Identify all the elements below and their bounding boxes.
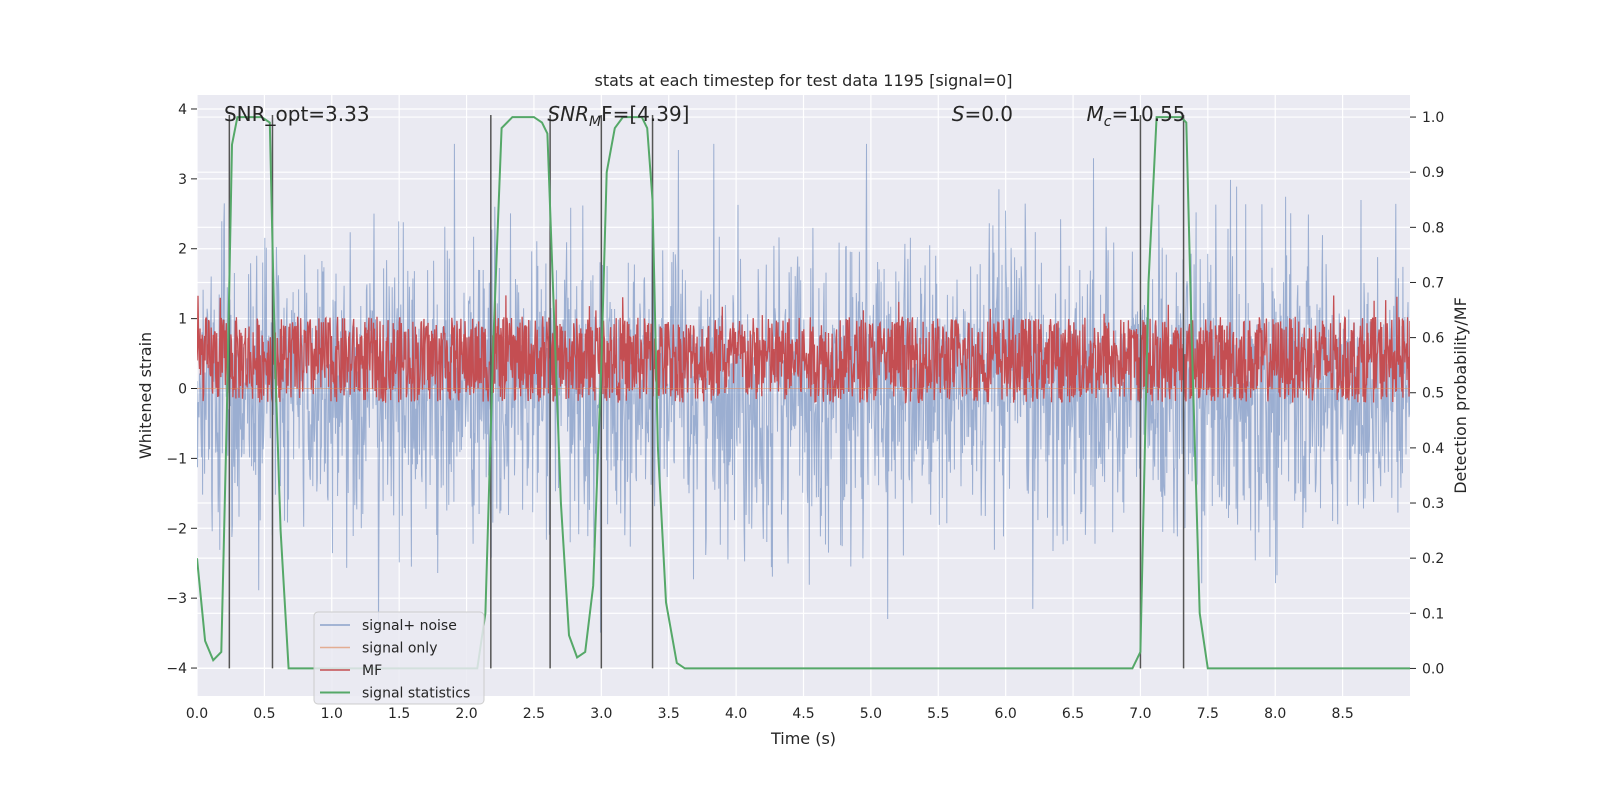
legend-entry: signal statistics bbox=[362, 686, 470, 702]
x-axis-ticks: 0.0 0.5 1.0 1.5 2.0 2.5 3.0 3.5 4.0 4.5 5.0 5.5 6.0 6… bbox=[186, 706, 1354, 722]
x-tick-label: 6.0 bbox=[995, 706, 1017, 722]
x-tick-label: 4.5 bbox=[792, 706, 814, 722]
y-tick-label: −1 bbox=[166, 451, 187, 467]
y-tick-label: 2 bbox=[178, 242, 187, 258]
y-tick-label: −2 bbox=[166, 521, 187, 537]
y-axis-left-ticks: −4 −3 −2 −1 0 1 2 3 4 bbox=[166, 102, 197, 677]
annotation-label: Mc=10.55 bbox=[1087, 102, 1186, 130]
y-right-tick-label: 1.0 bbox=[1422, 110, 1444, 126]
y-tick-label: −3 bbox=[166, 591, 187, 607]
y-tick-label: 4 bbox=[178, 102, 187, 118]
y-right-tick-label: 0.7 bbox=[1422, 275, 1444, 291]
y-right-tick-label: 0.8 bbox=[1422, 220, 1444, 236]
x-tick-label: 2.5 bbox=[523, 706, 545, 722]
annotations: SNR_opt=3.33 SNRMF=[4.39] S=0.0 Mc=10.55 bbox=[224, 102, 1186, 130]
y-axis-right-ticks: 0.0 0.1 0.2 0.3 0.4 0.5 0.6 0.7 0.8 0.9 1.0 bbox=[1410, 110, 1444, 677]
x-tick-label: 3.0 bbox=[590, 706, 612, 722]
annotation-label: SNR_opt=3.33 bbox=[224, 102, 370, 126]
x-tick-label: 0.5 bbox=[253, 706, 275, 722]
y-right-tick-label: 0.1 bbox=[1422, 606, 1444, 622]
x-tick-label: 3.5 bbox=[658, 706, 680, 722]
series-line-signal-statistics bbox=[197, 116, 1410, 670]
series-mf bbox=[197, 295, 1410, 404]
y-right-tick-label: 0.3 bbox=[1422, 496, 1444, 512]
chart-title: stats at each timestep for test data 119… bbox=[594, 71, 1012, 90]
x-tick-label: 1.5 bbox=[388, 706, 410, 722]
x-tick-label: 7.0 bbox=[1129, 706, 1151, 722]
x-axis-label: Time (s) bbox=[770, 729, 836, 748]
annotation-label: SNRMF=[4.39] bbox=[547, 102, 689, 130]
y-tick-label: −4 bbox=[166, 661, 187, 677]
annotation-label: S=0.0 bbox=[952, 102, 1013, 126]
legend-entry: MF bbox=[362, 663, 382, 679]
legend-entry: signal only bbox=[362, 641, 437, 657]
y-right-tick-label: 0.5 bbox=[1422, 386, 1444, 402]
y-tick-label: 3 bbox=[178, 172, 187, 188]
x-tick-label: 5.5 bbox=[927, 706, 949, 722]
y-right-tick-label: 0.4 bbox=[1422, 441, 1444, 457]
y-axis-right-label: Detection probability/MF bbox=[1451, 297, 1470, 494]
y-right-tick-label: 0.2 bbox=[1422, 551, 1444, 567]
legend: signal+ noise signal only MF signal statist… bbox=[313, 611, 485, 705]
y-right-tick-label: 0.9 bbox=[1422, 165, 1444, 181]
x-tick-label: 5.0 bbox=[860, 706, 882, 722]
x-tick-label: 0.0 bbox=[186, 706, 208, 722]
x-tick-label: 7.5 bbox=[1197, 706, 1219, 722]
x-tick-label: 8.0 bbox=[1264, 706, 1286, 722]
y-right-tick-label: 0.0 bbox=[1422, 661, 1444, 677]
legend-box bbox=[313, 611, 485, 705]
y-right-tick-label: 0.6 bbox=[1422, 331, 1444, 347]
x-tick-label: 6.5 bbox=[1062, 706, 1084, 722]
legend-entry: signal+ noise bbox=[362, 618, 457, 634]
y-tick-label: 1 bbox=[178, 312, 187, 328]
y-axis-label: Whitened strain bbox=[136, 332, 155, 459]
x-tick-label: 4.0 bbox=[725, 706, 747, 722]
x-tick-label: 1.0 bbox=[321, 706, 343, 722]
series-line-mf bbox=[197, 295, 1410, 404]
x-tick-label: 2.0 bbox=[455, 706, 477, 722]
y-tick-label: 0 bbox=[178, 382, 187, 398]
series-signal-statistics bbox=[197, 116, 1410, 670]
x-tick-label: 8.5 bbox=[1331, 706, 1353, 722]
